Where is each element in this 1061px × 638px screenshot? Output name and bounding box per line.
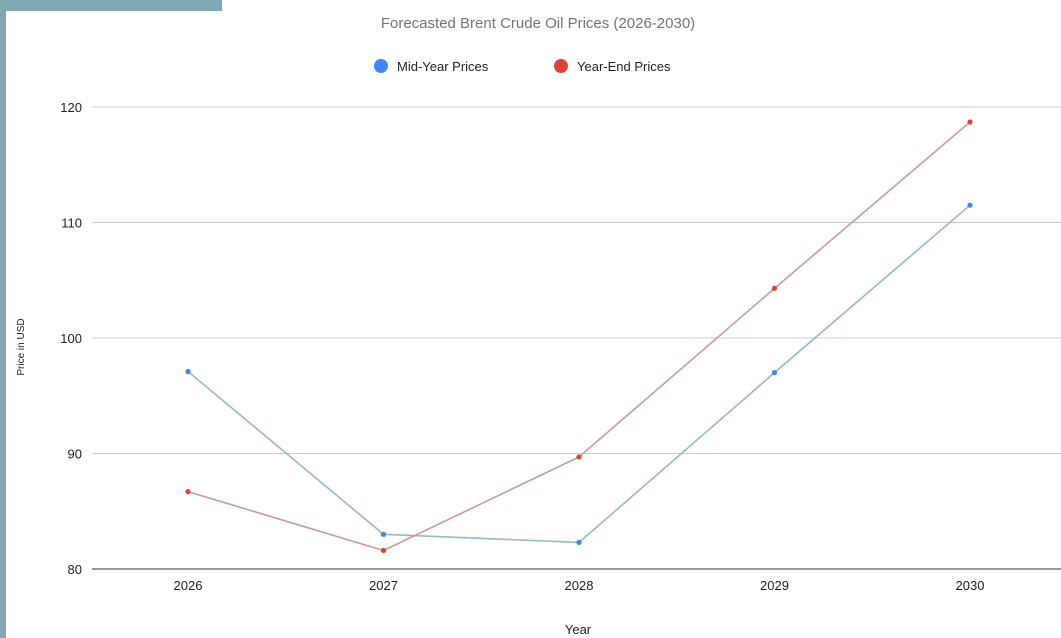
y-tick-label: 100: [60, 331, 82, 346]
x-tick-label: 2030: [956, 578, 985, 593]
series-lines: [185, 119, 973, 554]
legend-label-year-end: Year-End Prices: [577, 59, 671, 74]
data-point-year-end: [771, 285, 778, 291]
series-line-year-end: [187, 121, 971, 552]
data-point-year-end: [185, 489, 191, 495]
y-tick-label: 120: [60, 100, 82, 115]
x-tick-label: 2029: [760, 578, 789, 593]
legend-swatch-year-end: [554, 59, 568, 73]
chart-title: Forecasted Brent Crude Oil Prices (2026-…: [381, 15, 695, 32]
legend-swatch-mid-year: [374, 59, 388, 73]
x-tick-label: 2027: [369, 578, 398, 593]
y-tick-label: 80: [68, 562, 82, 577]
data-point-mid-year: [967, 202, 973, 208]
frame-border-top: [0, 0, 222, 11]
x-axis-ticks: 2026 2027 2028 2029 2030: [174, 578, 985, 593]
data-point-mid-year: [771, 370, 778, 376]
data-point-year-end: [380, 547, 387, 554]
frame-border-left: [0, 0, 6, 638]
gridlines: [92, 106, 1061, 570]
x-tick-label: 2028: [565, 578, 594, 593]
data-point-mid-year: [380, 531, 387, 537]
data-point-mid-year: [576, 539, 582, 546]
data-point-year-end: [576, 454, 582, 460]
y-tick-label: 90: [68, 447, 82, 462]
data-point-year-end: [967, 119, 973, 125]
x-tick-label: 2026: [174, 578, 203, 593]
y-axis-ticks: 80 90 100 110 120: [60, 100, 82, 577]
y-axis-title: Price in USD: [16, 318, 27, 375]
legend-label-mid-year: Mid-Year Prices: [397, 59, 489, 74]
chart-legend: Mid-Year Prices Year-End Prices: [374, 59, 671, 74]
x-axis-title: Year: [565, 622, 592, 637]
y-tick-label: 110: [61, 216, 82, 231]
series-line-mid-year: [187, 204, 971, 544]
data-point-mid-year: [185, 368, 191, 375]
